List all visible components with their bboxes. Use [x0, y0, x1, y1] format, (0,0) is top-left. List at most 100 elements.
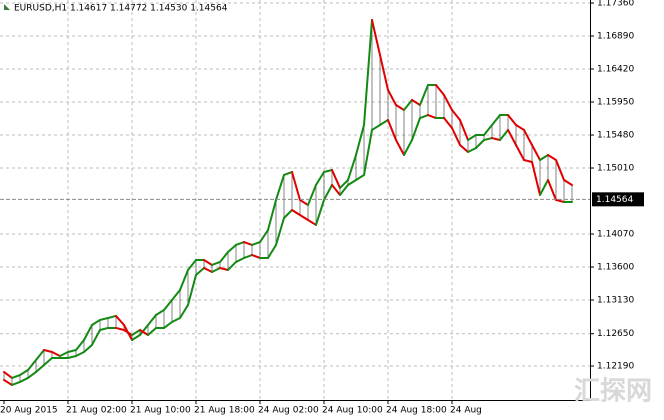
line-segment	[67, 349, 77, 353]
line-segment	[3, 370, 13, 379]
line-segment	[139, 324, 149, 336]
line-segment	[163, 320, 173, 329]
line-segment	[459, 118, 469, 142]
line-segment	[307, 218, 317, 226]
line-segment	[219, 250, 229, 263]
y-tick-label: 1.15950	[597, 98, 634, 108]
line-segment	[91, 318, 101, 327]
line-segment	[371, 123, 381, 131]
line-segment	[67, 354, 77, 360]
line-segment	[339, 179, 349, 189]
line-segment	[331, 168, 341, 189]
line-segment	[507, 114, 517, 126]
line-segment	[267, 243, 277, 259]
line-segment	[411, 98, 421, 106]
y-tick-label: 1.12190	[597, 362, 634, 372]
line-segment	[435, 84, 445, 96]
line-segment	[99, 326, 109, 331]
line-segment	[379, 53, 389, 92]
line-segment	[19, 376, 29, 383]
line-segment	[3, 378, 13, 386]
line-segment	[123, 328, 133, 336]
line-segment	[339, 184, 349, 196]
line-segment	[267, 198, 277, 232]
line-segment	[323, 184, 333, 201]
line-segment	[155, 308, 165, 316]
line-segment	[259, 229, 269, 244]
line-segment	[483, 123, 493, 137]
current-price-box	[592, 192, 644, 207]
line-segment	[395, 103, 405, 112]
line-segment	[555, 159, 565, 182]
line-segment	[203, 267, 213, 274]
line-segment	[115, 314, 125, 327]
line-segment	[227, 260, 237, 271]
line-segment	[387, 118, 397, 142]
y-tick-label: 1.17360	[597, 0, 634, 9]
line-segment	[419, 84, 429, 106]
y-tick-label: 1.15480	[597, 131, 634, 141]
line-segment	[395, 139, 405, 157]
line-segment	[515, 123, 525, 131]
line-segment	[11, 374, 21, 379]
line-segment	[283, 171, 293, 176]
line-segment	[539, 154, 549, 162]
line-segment	[411, 117, 421, 142]
line-segment	[531, 160, 541, 196]
line-segment	[179, 304, 189, 319]
line-segment	[75, 338, 85, 352]
x-tick-label: 21 Aug 18:00	[194, 406, 255, 416]
line-segment	[451, 109, 461, 121]
line-segment	[115, 326, 125, 331]
x-tick-label: 21 Aug 10:00	[130, 406, 191, 416]
line-segment	[99, 316, 109, 321]
line-segment	[83, 324, 93, 341]
line-segment	[475, 139, 485, 150]
line-segment	[131, 333, 141, 341]
line-segment	[547, 179, 557, 201]
x-tick-label: 21 Aug 02:00	[66, 406, 127, 416]
line-segment	[387, 89, 397, 106]
line-segment	[331, 184, 341, 196]
line-segment	[523, 159, 533, 163]
line-segment	[539, 179, 549, 196]
line-segment	[323, 168, 333, 174]
line-segment	[227, 243, 237, 253]
y-tick-label: 1.15010	[597, 164, 634, 174]
current-price-label: 1.14564	[596, 195, 633, 205]
line-segment	[315, 171, 325, 187]
line-segment	[19, 369, 29, 377]
line-segment	[491, 114, 501, 126]
line-segment	[211, 260, 221, 266]
line-segment	[371, 19, 381, 56]
x-tick-label: 24 Aug 18:00	[386, 406, 447, 416]
line-segment	[483, 137, 493, 142]
watermark: 汇探网	[574, 377, 652, 407]
y-tick-label: 1.16890	[597, 32, 634, 42]
y-tick-label: 1.13130	[597, 296, 634, 306]
line-segment	[219, 267, 229, 271]
line-segment	[547, 154, 557, 162]
line-segment	[347, 179, 357, 187]
x-tick-label: 20 Aug 2015	[0, 406, 58, 416]
line-segment	[251, 241, 261, 246]
line-segment	[203, 258, 213, 266]
line-segment	[363, 19, 373, 126]
x-tick-label: 24 Aug 10:00	[322, 406, 383, 416]
line-segment	[243, 241, 253, 246]
line-segment	[275, 217, 285, 246]
line-segment	[563, 179, 573, 187]
line-segment	[299, 198, 309, 207]
line-segment	[459, 143, 469, 154]
line-segment	[195, 267, 205, 277]
line-segment	[379, 118, 389, 126]
line-segment	[275, 173, 285, 201]
line-segment	[427, 114, 437, 120]
line-segment	[171, 316, 181, 323]
line-segment	[555, 198, 565, 204]
chart-icon	[4, 4, 10, 10]
line-segment	[419, 114, 429, 120]
